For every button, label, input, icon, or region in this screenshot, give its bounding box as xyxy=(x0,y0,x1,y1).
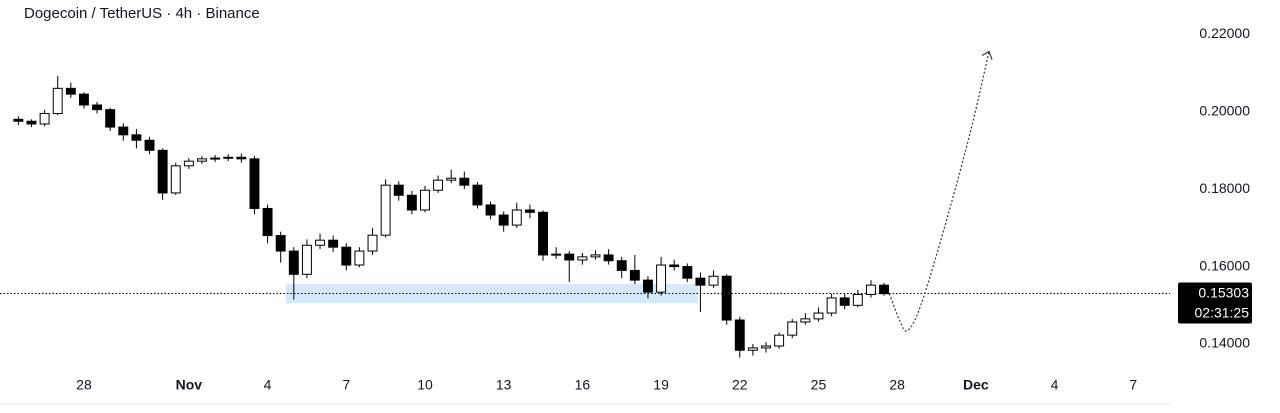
candle-body xyxy=(787,321,798,336)
candle-body xyxy=(472,184,483,206)
candle-body xyxy=(393,184,404,196)
candle-body xyxy=(328,239,339,248)
x-tick-label: 16 xyxy=(575,377,591,393)
x-tick-label: Dec xyxy=(963,377,989,393)
candle-body xyxy=(485,204,496,216)
x-tick-label: 7 xyxy=(1129,377,1137,393)
x-tick-label: 4 xyxy=(1051,377,1059,393)
candle-body xyxy=(761,345,771,349)
candle-body xyxy=(800,318,811,323)
candle-body xyxy=(406,194,417,211)
candle-body xyxy=(446,177,457,181)
candle-body xyxy=(682,266,693,279)
candle-body xyxy=(813,312,824,320)
candle-body xyxy=(118,126,129,136)
candle-body xyxy=(105,109,116,128)
candle-body xyxy=(183,160,194,167)
candle-body xyxy=(695,277,706,286)
candle-body xyxy=(223,156,234,159)
x-tick-label: 10 xyxy=(417,377,433,393)
candle-body xyxy=(157,149,168,194)
y-tick-label: 0.16000 xyxy=(1199,257,1250,273)
y-tick-label: 0.20000 xyxy=(1199,102,1250,118)
x-tick-label: 28 xyxy=(889,377,905,393)
candle-body xyxy=(65,87,76,95)
candle-body xyxy=(826,297,837,314)
candle-body xyxy=(315,239,326,246)
candle-body xyxy=(734,319,745,351)
x-tick-label: 28 xyxy=(76,377,92,393)
candle-body xyxy=(367,234,378,252)
candle-body xyxy=(603,254,614,262)
y-tick-label: 0.14000 xyxy=(1199,335,1250,351)
candle-body xyxy=(669,264,680,268)
candle-body xyxy=(839,297,850,306)
candle-body xyxy=(262,207,273,237)
candle-body xyxy=(865,284,876,295)
candle-body xyxy=(354,250,365,266)
projection-arrowhead xyxy=(981,50,993,60)
candle-body xyxy=(275,235,286,252)
candle-body xyxy=(774,334,785,347)
candle-body xyxy=(616,260,627,271)
candle-body xyxy=(590,254,601,258)
candle-body xyxy=(144,139,155,151)
last-price-label: 0.15303 xyxy=(1198,284,1249,300)
x-tick-label: 13 xyxy=(496,377,512,393)
candle-body xyxy=(708,275,719,286)
countdown-label: 02:31:25 xyxy=(1195,304,1250,320)
candle-body xyxy=(78,93,89,106)
candle-body xyxy=(538,211,548,256)
candle-body xyxy=(551,253,562,256)
candle-body xyxy=(288,250,299,275)
candle-body xyxy=(629,269,640,281)
candle-body xyxy=(26,120,37,125)
candle-body xyxy=(301,244,312,275)
projection-path xyxy=(888,51,990,332)
candle-body xyxy=(210,157,221,160)
candle-body xyxy=(498,214,509,226)
candle-body xyxy=(197,158,207,162)
x-tick-label: Nov xyxy=(176,377,203,393)
candle-body xyxy=(13,118,24,122)
candle-body xyxy=(341,246,352,266)
candle-body xyxy=(433,179,444,191)
candle-body xyxy=(656,264,667,293)
chart-title: Dogecoin / TetherUS · 4h · Binance xyxy=(24,5,260,22)
candle-body xyxy=(92,104,103,111)
candle-body xyxy=(577,256,588,261)
y-tick-label: 0.22000 xyxy=(1199,25,1250,41)
candle-body xyxy=(420,189,430,211)
support-zone xyxy=(285,283,698,303)
y-tick-label: 0.18000 xyxy=(1199,180,1250,196)
candle-body xyxy=(747,347,758,351)
candle-body xyxy=(852,293,863,306)
x-tick-label: 19 xyxy=(653,377,669,393)
candle-body xyxy=(236,156,247,160)
candle-body xyxy=(564,253,575,261)
candle-body xyxy=(511,209,522,226)
candle-body xyxy=(459,177,470,186)
candle-body xyxy=(380,184,391,236)
price-box xyxy=(1178,282,1252,324)
candle-body xyxy=(721,275,732,321)
candle-body xyxy=(131,134,142,141)
x-tick-label: 4 xyxy=(264,377,272,393)
candle-body xyxy=(39,113,50,125)
candle-body xyxy=(643,279,653,293)
candle-body xyxy=(249,158,260,209)
x-tick-label: 7 xyxy=(342,377,350,393)
candle-body xyxy=(52,87,63,115)
candle-body xyxy=(879,284,890,295)
candle-body xyxy=(170,165,181,194)
x-tick-label: 25 xyxy=(811,377,827,393)
x-tick-label: 22 xyxy=(732,377,748,393)
candle-body xyxy=(524,209,535,213)
